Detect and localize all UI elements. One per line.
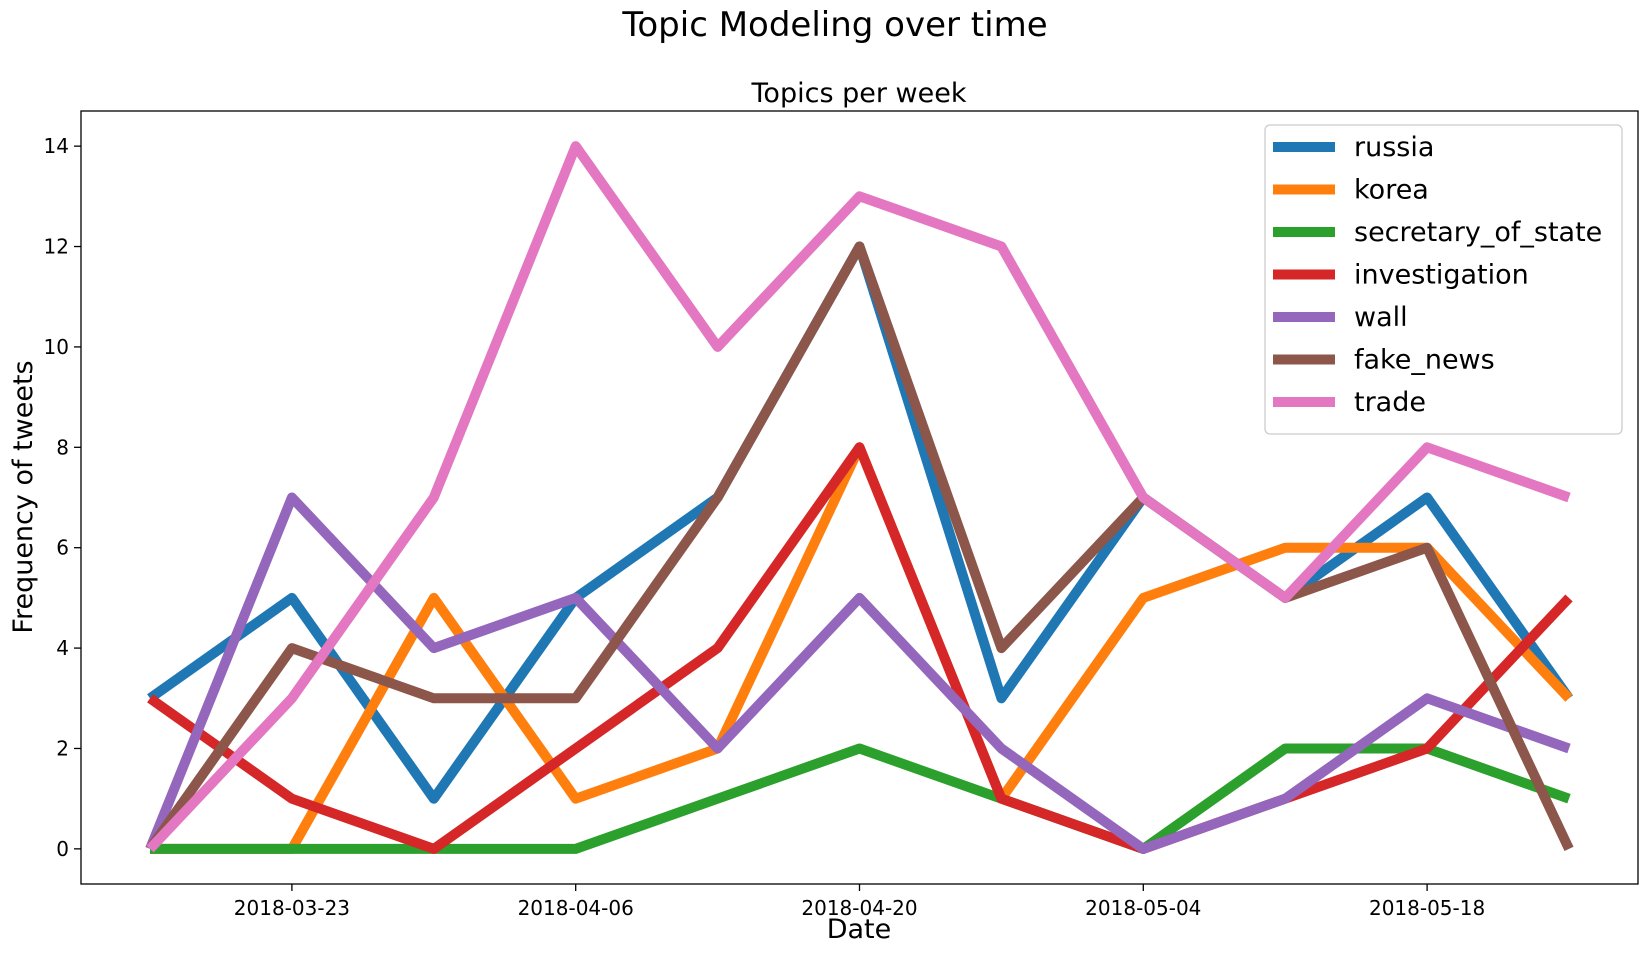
legend-label: fake_news <box>1354 345 1495 376</box>
series-line-wall <box>145 492 1571 854</box>
y-tick-label: 6 <box>56 536 69 560</box>
x-tick-label: 2018-05-18 <box>1369 896 1485 920</box>
y-tick-label: 0 <box>56 837 69 861</box>
y-tick-label: 2 <box>56 736 69 760</box>
x-tick-label: 2018-03-23 <box>234 896 350 920</box>
legend-label: secretary_of_state <box>1354 217 1602 248</box>
legend: russia korea secretary_of_state investigati… <box>1264 124 1623 435</box>
y-tick-label: 8 <box>56 435 69 459</box>
series-line-secretary-of-state <box>150 743 1571 854</box>
y-tick-label: 12 <box>44 235 69 259</box>
legend-label: russia <box>1354 132 1434 163</box>
plot-frame <box>80 110 1639 885</box>
y-tick-label: 4 <box>56 636 69 660</box>
x-tick-label: 2018-05-04 <box>1085 896 1201 920</box>
y-tick-label: 10 <box>44 335 69 359</box>
legend-label: investigation <box>1354 260 1529 291</box>
x-tick-label: 2018-04-06 <box>518 896 634 920</box>
y-axis-label: Frequency of tweets <box>8 360 39 633</box>
legend-label: trade <box>1354 387 1426 418</box>
series-line-fake-news <box>145 241 1574 852</box>
series-line-trade <box>146 141 1571 853</box>
x-tick-label: 2018-04-20 <box>801 896 917 920</box>
y-tick-label: 14 <box>44 134 69 158</box>
series-line-korea <box>150 442 1573 854</box>
series-lines <box>145 141 1574 854</box>
chart-title: Topics per week <box>751 78 967 109</box>
figure-suptitle: Topic Modeling over time <box>621 5 1047 45</box>
legend-label: wall <box>1354 302 1408 333</box>
legend-label: korea <box>1354 175 1429 206</box>
series-line-investigation <box>147 442 1573 854</box>
axis-ticks: 0 2 4 6 8 10 12 14 2018-03-23 2018-04-06 2018-04-2… <box>44 134 1486 920</box>
legend-box <box>1264 124 1623 435</box>
x-axis-label: Date <box>827 914 892 945</box>
